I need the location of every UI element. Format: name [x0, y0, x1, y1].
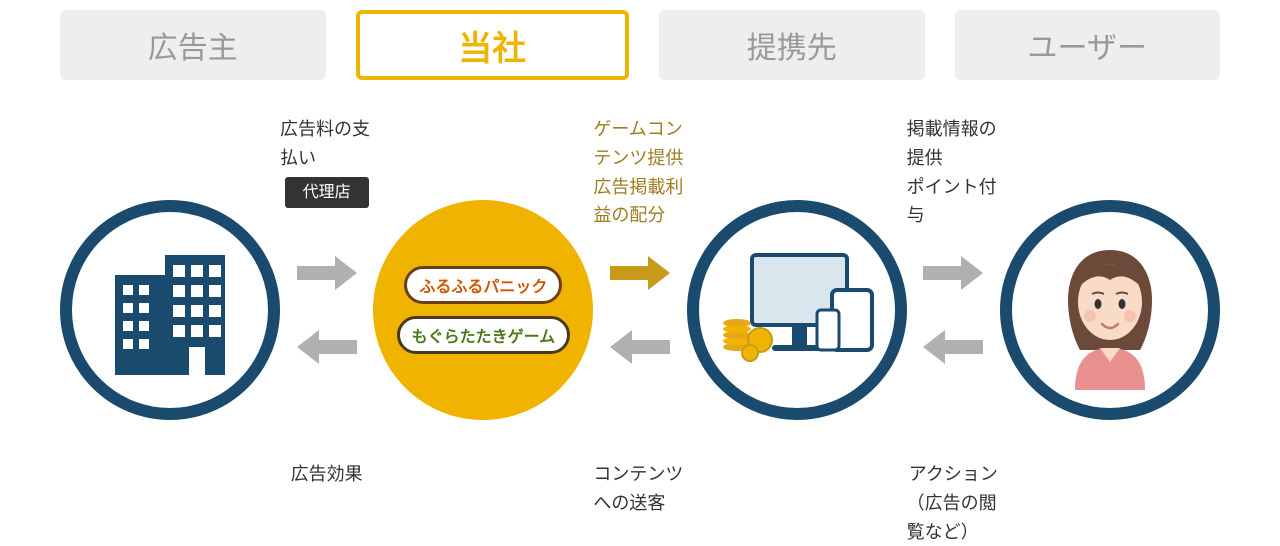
arrow-right-icon — [297, 256, 357, 290]
game-logos: ふるふるパニック もぐらたたきゲーム — [373, 266, 593, 354]
label-ad-effect-cell: 広告効果 — [280, 460, 373, 546]
game-logo-1: ふるふるパニック — [404, 266, 562, 304]
label-content-referral-cell: コンテンツへの送客 — [593, 460, 686, 546]
label-ad-effect: 広告効果 — [291, 460, 363, 489]
label-action-line2: （広告の閲覧など） — [907, 489, 1000, 546]
arrow-left-icon — [923, 330, 983, 364]
node-user — [1000, 200, 1220, 420]
label-listing-info: 掲載情報の提供 — [907, 115, 1000, 173]
header-company-label: 当社 — [458, 21, 526, 70]
arrow-right-icon — [923, 256, 983, 290]
arrows-company-partner — [593, 256, 686, 364]
label-action-cell: アクション （広告の閲覧など） — [907, 460, 1000, 546]
building-icon — [95, 235, 245, 385]
header-partner: 提携先 — [659, 10, 925, 80]
node-partner — [687, 200, 907, 420]
header-advertiser-label: 広告主 — [148, 23, 238, 67]
label-action-line1: アクション — [909, 460, 998, 489]
nodes-row: ふるふるパニック もぐらたたきゲーム — [0, 200, 1280, 420]
label-game-content: ゲームコンテンツ提供 — [593, 115, 686, 173]
header-company: 当社 — [356, 10, 630, 80]
header-partner-label: 提携先 — [747, 23, 837, 67]
bottom-labels-row: 広告効果 コンテンツへの送客 アクション （広告の閲覧など） — [0, 460, 1280, 546]
arrow-left-icon — [297, 330, 357, 364]
arrow-left-icon — [610, 330, 670, 364]
arrows-advertiser-company — [280, 256, 373, 364]
header-user-label: ユーザー — [1028, 23, 1147, 67]
header-row: 広告主 当社 提携先 ユーザー — [0, 0, 1280, 80]
node-company: ふるふるパニック もぐらたたきゲーム — [373, 200, 593, 420]
node-advertiser — [60, 200, 280, 420]
header-user: ユーザー — [955, 10, 1221, 80]
arrow-right-gold-icon — [610, 256, 670, 290]
arrows-partner-user — [907, 256, 1000, 364]
label-content-referral: コンテンツへの送客 — [593, 460, 686, 518]
devices-icon — [712, 235, 882, 385]
game-logo-2: もぐらたたきゲーム — [397, 316, 571, 354]
person-icon — [1040, 230, 1180, 390]
label-ad-payment: 広告料の支払い — [280, 115, 373, 173]
header-advertiser: 広告主 — [60, 10, 326, 80]
